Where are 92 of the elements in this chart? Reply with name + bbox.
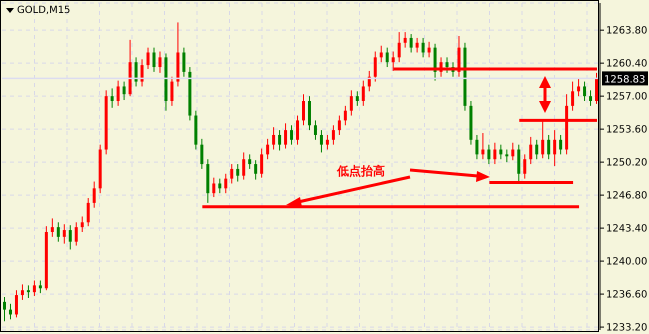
candlestick <box>583 81 586 102</box>
candlestick <box>487 144 490 165</box>
candlestick <box>320 130 323 153</box>
candlestick <box>332 124 335 146</box>
candlestick <box>62 224 66 244</box>
candlestick <box>86 198 90 227</box>
candlestick <box>559 134 562 155</box>
candlestick <box>595 72 598 104</box>
candlestick <box>110 88 114 108</box>
candlestick <box>38 280 42 294</box>
candlestick <box>529 136 532 165</box>
candlestick <box>577 78 580 97</box>
candlestick <box>296 115 300 146</box>
candlestick <box>326 134 329 150</box>
candlestick <box>475 134 478 160</box>
candlestick <box>278 130 282 151</box>
chart-title: GOLD,M15 <box>17 5 70 16</box>
candlestick <box>266 138 270 160</box>
candlestick <box>74 222 78 246</box>
y-tick-label: 1236.60 <box>606 290 648 301</box>
candlestick <box>116 80 120 106</box>
candlestick <box>493 142 496 165</box>
y-tick-label: 1240.00 <box>606 256 648 268</box>
candlestick <box>547 134 550 160</box>
y-tick-label: 1250.20 <box>606 158 648 169</box>
candlestick <box>404 32 407 48</box>
candlestick <box>8 303 12 320</box>
candlestick <box>284 122 288 150</box>
candlestick <box>218 178 222 194</box>
candlestick <box>523 154 526 180</box>
candlestick <box>272 126 276 150</box>
candlestick <box>535 139 538 160</box>
candlestick <box>446 56 449 74</box>
y-tick-label: 1257.00 <box>606 92 648 103</box>
y-tick-label: 1263.80 <box>606 26 648 37</box>
candlestick <box>505 149 508 163</box>
candlestick <box>302 94 305 126</box>
y-tick-label: 1246.80 <box>606 190 648 202</box>
candlestick <box>314 120 317 140</box>
candlestick <box>350 90 353 116</box>
candlestick <box>380 45 383 63</box>
candlestick <box>158 51 162 74</box>
candlestick <box>32 280 36 297</box>
candlestick <box>511 142 514 161</box>
candlestick <box>140 58 144 87</box>
candlestick <box>248 154 252 170</box>
y-tick-label: 1253.60 <box>606 124 648 136</box>
candlestick <box>254 160 258 180</box>
candlestick <box>26 284 30 298</box>
candlestick <box>182 47 186 78</box>
candlestick <box>344 105 347 126</box>
candlestick <box>410 34 413 53</box>
candlestick <box>80 216 84 232</box>
candlestick <box>553 130 556 167</box>
candlestick <box>499 144 502 160</box>
candlestick <box>374 51 377 82</box>
ref-line-label: 1258.83 <box>604 74 646 86</box>
candlestick <box>134 56 138 87</box>
candlestick <box>242 152 246 180</box>
y-tick-label: 1233.20 <box>606 322 648 334</box>
candlestick <box>398 32 401 63</box>
candlestick <box>152 47 156 72</box>
candlestick <box>386 47 389 68</box>
y-tick-label: 1260.40 <box>606 58 648 70</box>
candlestick <box>338 115 341 136</box>
candlestick <box>230 164 234 184</box>
candlestick <box>20 284 24 300</box>
candlestick <box>571 81 574 112</box>
annotation: 低点抬高 <box>337 163 385 180</box>
candlestick <box>122 81 126 101</box>
candlestick <box>260 148 264 178</box>
candlestick <box>92 181 96 208</box>
y-tick-label: 1243.40 <box>606 224 648 235</box>
candlestick <box>224 173 228 194</box>
candlestick <box>50 218 54 238</box>
candlestick <box>56 222 60 242</box>
candlestick <box>170 76 174 106</box>
candlestick <box>422 37 425 58</box>
candlestick <box>589 90 592 106</box>
candlestick <box>68 224 72 250</box>
candlestick <box>3 296 6 322</box>
candlestick <box>416 37 419 53</box>
candlestick <box>212 177 216 198</box>
candlestick <box>146 47 150 70</box>
candlestick <box>356 90 359 106</box>
candlestick <box>236 164 240 182</box>
candlestick <box>200 138 204 170</box>
candlestick <box>14 290 18 318</box>
candlestick <box>290 124 294 146</box>
candlestick <box>428 41 431 58</box>
candlestick <box>362 80 365 106</box>
candlestick <box>481 132 484 160</box>
